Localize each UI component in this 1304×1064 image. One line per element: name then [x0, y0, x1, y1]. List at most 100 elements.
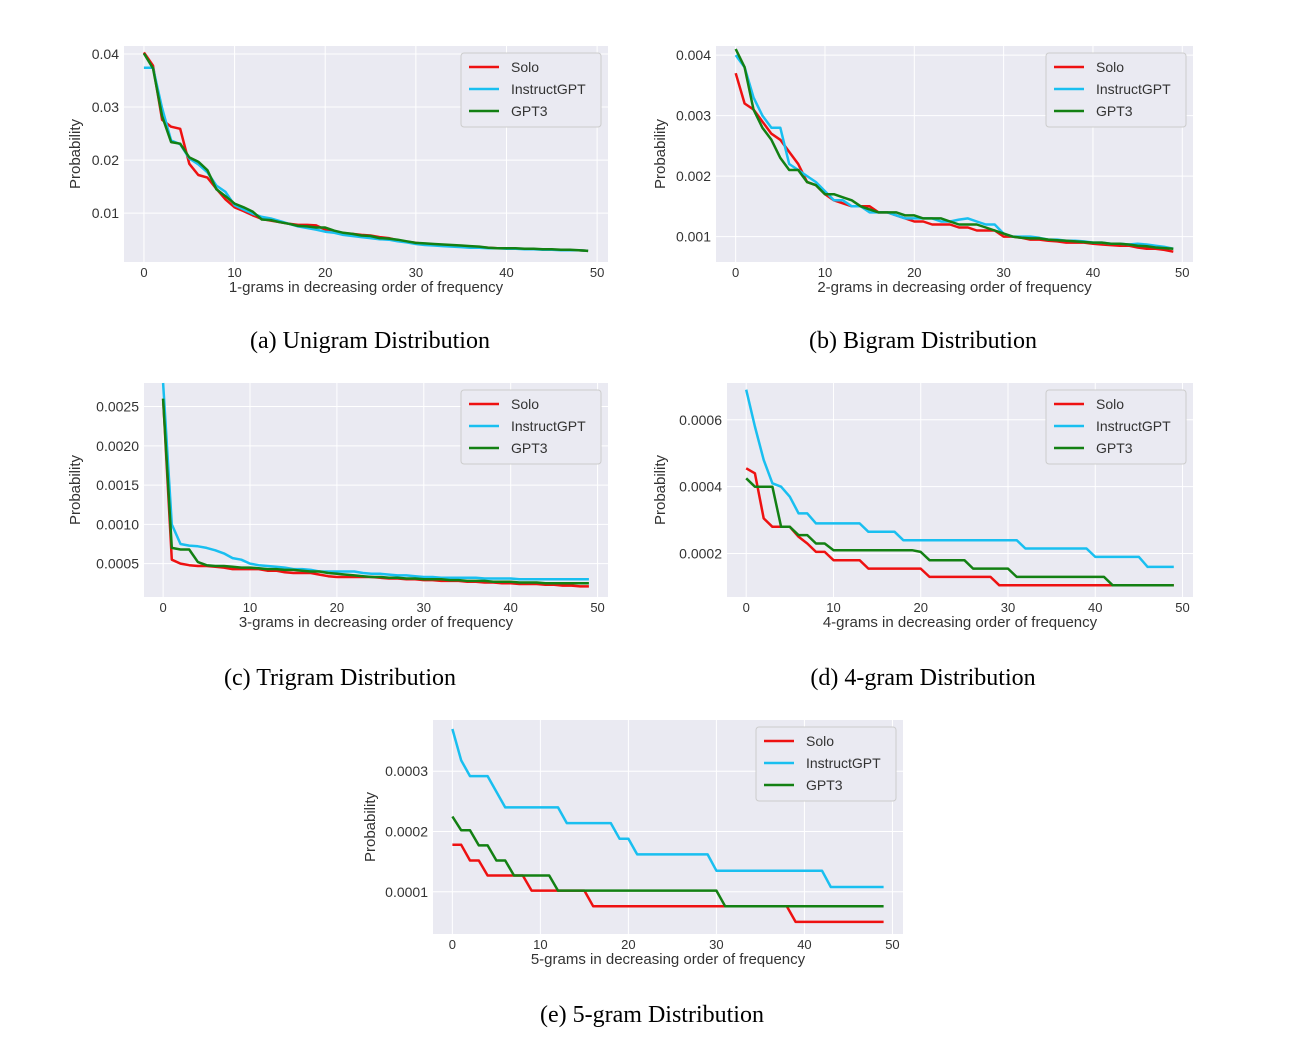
- y-tick-label: 0.0002: [679, 546, 722, 562]
- x-tick-label: 50: [885, 937, 899, 952]
- legend: Solo InstructGPT GPT3: [1045, 52, 1187, 128]
- x-tick-label: 0: [732, 265, 739, 280]
- y-tick-label: 0.0006: [679, 412, 722, 428]
- legend: Solo InstructGPT GPT3: [1045, 389, 1187, 465]
- legend-box: [460, 52, 602, 128]
- caption-bigram: (b) Bigram Distribution: [809, 328, 1037, 354]
- series-line-instructgpt: [161, 382, 589, 581]
- chart-panel-bigram: 0 10 20 30 40 50 0.001 0.002 0.003 0.004 2-grams i…: [645, 40, 1205, 300]
- legend-label-solo: Solo: [806, 733, 834, 749]
- series-line-solo: [452, 843, 884, 924]
- legend-label-instructgpt: InstructGPT: [511, 81, 586, 97]
- y-tick-label: 0.004: [676, 47, 711, 63]
- x-tick-label: 10: [826, 600, 840, 615]
- x-axis-label: 1-grams in decreasing order of frequency: [229, 279, 504, 296]
- x-tick-label: 0: [449, 937, 456, 952]
- legend-box: [755, 726, 897, 802]
- series-line-gpt3: [745, 477, 1174, 587]
- x-tick-label: 40: [1086, 265, 1100, 280]
- y-axis-label: Probability: [67, 118, 84, 189]
- x-axis-label: 2-grams in decreasing order of frequency: [817, 279, 1092, 296]
- y-tick-label: 0.002: [676, 168, 711, 184]
- x-tick-label: 40: [797, 937, 811, 952]
- x-tick-label: 0: [743, 600, 750, 615]
- y-tick-label: 0.0002: [385, 824, 428, 840]
- y-tick-label: 0.0004: [679, 479, 722, 495]
- x-axis-label: 4-grams in decreasing order of frequency: [823, 614, 1098, 631]
- x-tick-label: 10: [533, 937, 547, 952]
- legend-label-instructgpt: InstructGPT: [511, 418, 586, 434]
- legend: Solo InstructGPT GPT3: [755, 726, 897, 802]
- legend: Solo InstructGPT GPT3: [460, 389, 602, 465]
- legend-box: [460, 389, 602, 465]
- legend: Solo InstructGPT GPT3: [460, 52, 602, 128]
- legend-label-gpt3: GPT3: [1096, 440, 1133, 456]
- legend-label-gpt3: GPT3: [806, 777, 843, 793]
- series-line-instructgpt: [744, 389, 1174, 569]
- x-tick-label: 30: [417, 600, 431, 615]
- legend-label-gpt3: GPT3: [511, 103, 548, 119]
- x-tick-label: 50: [1175, 265, 1189, 280]
- y-tick-label: 0.0025: [96, 399, 139, 415]
- legend-label-solo: Solo: [511, 59, 539, 75]
- y-tick-label: 0.0001: [385, 884, 428, 900]
- y-axis-label: Probability: [67, 454, 84, 525]
- x-tick-label: 40: [499, 265, 513, 280]
- x-tick-label: 20: [913, 600, 927, 615]
- chart-panel-4gram: 0 10 20 30 40 50 0.0002 0.0004 0.0006 4-grams in …: [645, 377, 1205, 637]
- y-axis-label: Probability: [652, 454, 669, 525]
- caption-4gram: (d) 4-gram Distribution: [810, 665, 1036, 691]
- chart-panel-unigram: 0 10 20 30 40 50 0.01 0.02 0.03 0.04 1-grams in de…: [60, 40, 620, 300]
- y-axis-label: Probability: [652, 118, 669, 189]
- x-tick-label: 20: [330, 600, 344, 615]
- x-tick-label: 40: [1088, 600, 1102, 615]
- y-axis-label: Probability: [362, 791, 379, 862]
- chart-4gram: 0 10 20 30 40 50 0.0002 0.0004 0.0006 4-grams in …: [652, 383, 1193, 631]
- caption-unigram: (a) Unigram Distribution: [250, 328, 490, 354]
- chart-5gram: 0 10 20 30 40 50 0.0001 0.0002 0.0003 5-grams in …: [362, 720, 903, 968]
- chart-panel-5gram: 0 10 20 30 40 50 0.0001 0.0002 0.0003 5-grams in …: [355, 714, 915, 974]
- series-line-gpt3: [142, 52, 589, 253]
- x-tick-label: 50: [590, 265, 604, 280]
- y-tick-label: 0.0015: [96, 477, 139, 493]
- x-axis-label: 5-grams in decreasing order of frequency: [531, 951, 806, 968]
- x-tick-label: 40: [503, 600, 517, 615]
- legend-label-instructgpt: InstructGPT: [806, 755, 881, 771]
- legend-label-gpt3: GPT3: [1096, 103, 1133, 119]
- x-axis-label: 3-grams in decreasing order of frequency: [239, 614, 514, 631]
- x-tick-label: 0: [159, 600, 166, 615]
- y-tick-label: 0.02: [92, 152, 119, 168]
- series-line-solo: [745, 467, 1174, 587]
- y-tick-label: 0.04: [92, 46, 119, 62]
- legend-label-instructgpt: InstructGPT: [1096, 418, 1171, 434]
- y-tick-label: 0.0003: [385, 763, 428, 779]
- series-line-gpt3: [451, 815, 884, 908]
- legend-label-solo: Solo: [511, 396, 539, 412]
- legend-box: [1045, 389, 1187, 465]
- x-tick-label: 50: [1175, 600, 1189, 615]
- caption-5gram: (e) 5-gram Distribution: [540, 1002, 764, 1028]
- series-line-gpt3: [734, 48, 1174, 250]
- series-line-gpt3: [161, 398, 589, 585]
- legend-label-gpt3: GPT3: [511, 440, 548, 456]
- y-tick-label: 0.0020: [96, 438, 139, 454]
- x-tick-label: 10: [227, 265, 241, 280]
- chart-trigram: 0 10 20 30 40 50 0.0005 0.0010 0.0015 0.0020 0.002…: [67, 382, 608, 631]
- legend-label-solo: Solo: [1096, 396, 1124, 412]
- x-tick-label: 30: [709, 937, 723, 952]
- legend-label-instructgpt: InstructGPT: [1096, 81, 1171, 97]
- legend-box: [1045, 52, 1187, 128]
- x-tick-label: 20: [907, 265, 921, 280]
- chart-bigram: 0 10 20 30 40 50 0.001 0.002 0.003 0.004 2-grams i…: [652, 46, 1193, 296]
- chart-panel-trigram: 0 10 20 30 40 50 0.0005 0.0010 0.0015 0.0020 0.002…: [60, 377, 620, 637]
- x-tick-label: 30: [996, 265, 1010, 280]
- x-tick-label: 50: [590, 600, 604, 615]
- x-tick-label: 20: [621, 937, 635, 952]
- caption-trigram: (c) Trigram Distribution: [224, 665, 456, 691]
- x-tick-label: 10: [243, 600, 257, 615]
- y-tick-label: 0.001: [676, 229, 711, 245]
- y-tick-label: 0.01: [92, 205, 119, 221]
- legend-label-solo: Solo: [1096, 59, 1124, 75]
- y-tick-label: 0.03: [92, 99, 119, 115]
- x-tick-label: 20: [318, 265, 332, 280]
